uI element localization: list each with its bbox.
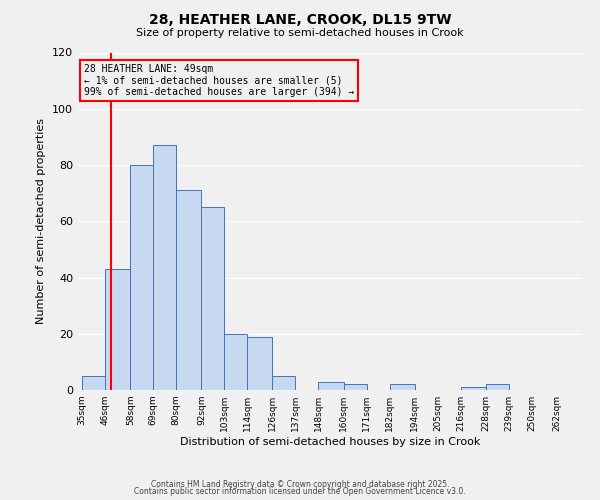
Bar — [82, 376, 105, 390]
Bar — [105, 269, 130, 390]
Text: 28, HEATHER LANE, CROOK, DL15 9TW: 28, HEATHER LANE, CROOK, DL15 9TW — [149, 12, 451, 26]
Bar — [247, 336, 272, 390]
Bar — [130, 165, 153, 390]
Bar — [224, 334, 247, 390]
Bar — [344, 384, 367, 390]
Y-axis label: Number of semi-detached properties: Number of semi-detached properties — [37, 118, 46, 324]
Bar — [486, 384, 509, 390]
Text: 28 HEATHER LANE: 49sqm
← 1% of semi-detached houses are smaller (5)
99% of semi-: 28 HEATHER LANE: 49sqm ← 1% of semi-deta… — [84, 64, 355, 97]
Bar — [389, 384, 415, 390]
Text: Contains HM Land Registry data © Crown copyright and database right 2025.: Contains HM Land Registry data © Crown c… — [151, 480, 449, 489]
X-axis label: Distribution of semi-detached houses by size in Crook: Distribution of semi-detached houses by … — [180, 437, 480, 447]
Text: Size of property relative to semi-detached houses in Crook: Size of property relative to semi-detach… — [136, 28, 464, 38]
Bar — [319, 382, 344, 390]
Bar — [272, 376, 295, 390]
Text: Contains public sector information licensed under the Open Government Licence v3: Contains public sector information licen… — [134, 487, 466, 496]
Bar — [153, 146, 176, 390]
Bar — [176, 190, 202, 390]
Bar — [461, 387, 486, 390]
Bar — [202, 207, 224, 390]
